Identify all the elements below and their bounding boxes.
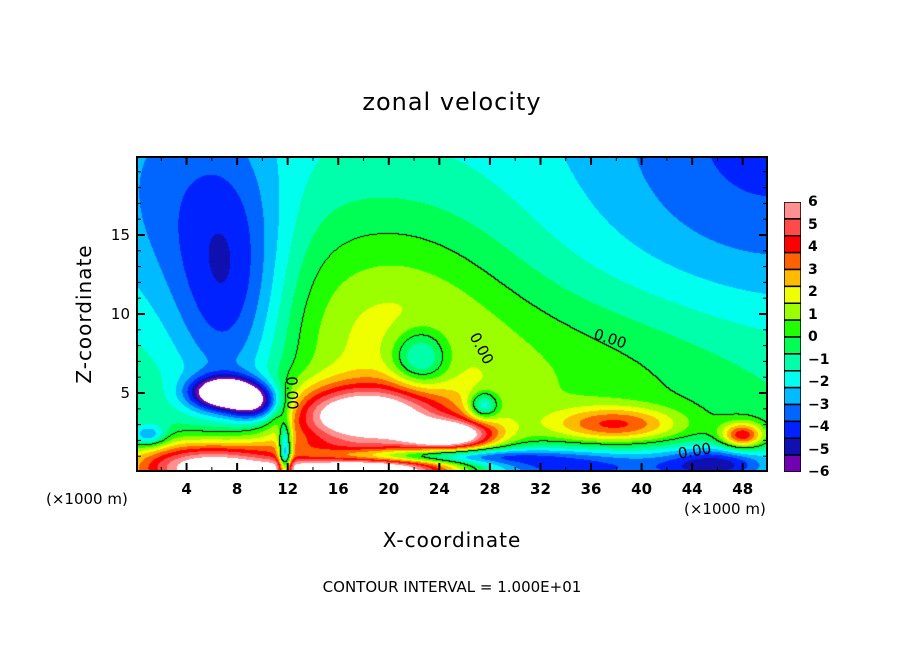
x-tick-label: 8 [231, 480, 243, 498]
x-tick-label: 4 [181, 480, 192, 498]
colorbar-tick-label: 1 [808, 306, 818, 323]
colorbar-tick-label: 0 [808, 329, 818, 345]
colorbar-swatch [784, 370, 801, 389]
colorbar-swatch [784, 437, 801, 456]
colorbar-swatch [784, 403, 801, 423]
x-tick-label: 48 [732, 480, 754, 498]
plot-area: 0.00 0.00 0.00 0.00 [136, 156, 768, 472]
colorbar-tick-label: −4 [808, 419, 830, 435]
colorbar-tick-label: −3 [808, 396, 830, 413]
y-tick-label: 5 [120, 384, 130, 402]
colorbar-swatch [784, 268, 801, 288]
x-tick-label: 28 [479, 480, 501, 498]
colorbar-tick-label: 2 [808, 284, 818, 300]
chart-title: zonal velocity [362, 88, 542, 116]
colorbar-swatch [784, 202, 801, 220]
contour-interval-note: CONTOUR INTERVAL = 1.000E+01 [322, 578, 582, 596]
colorbar-tick-label: 5 [808, 216, 818, 233]
colorbar-tick-label: −5 [808, 441, 830, 458]
x-tick-label: 44 [681, 480, 703, 498]
colorbar-swatch [784, 218, 801, 237]
colorbar-tick-label: −1 [808, 351, 830, 368]
x-tick-label: 32 [530, 480, 551, 498]
x-tick-label: 16 [327, 480, 349, 498]
colorbar-tick-label: 3 [808, 261, 818, 278]
colorbar-swatch [784, 251, 801, 271]
colorbar [784, 202, 801, 472]
colorbar-swatch [784, 454, 801, 472]
colorbar-swatch [784, 285, 801, 304]
colorbar-swatch [784, 302, 801, 321]
y-tick-label: 10 [110, 305, 130, 323]
contour-label: 0.00 [677, 439, 713, 463]
x-tick-label: 24 [428, 480, 450, 498]
y-tick-label: 15 [110, 226, 130, 244]
colorbar-swatch [784, 386, 801, 406]
contour-label: 0.00 [282, 376, 301, 410]
x-unit-label-left: (×1000 m) [46, 490, 128, 508]
y-axis-label: Z-coordinate [72, 244, 96, 384]
contour-field [136, 156, 768, 472]
colorbar-swatch [784, 420, 801, 439]
contour-label: 0.00 [466, 330, 498, 368]
x-tick-label: 20 [378, 480, 400, 498]
colorbar-tick-label: −2 [808, 374, 830, 390]
colorbar-tick-label: 4 [808, 239, 818, 255]
x-unit-label-right: (×1000 m) [684, 500, 766, 518]
colorbar-tick-label: 6 [808, 194, 818, 210]
colorbar-swatch [784, 319, 801, 338]
x-tick-label: 40 [631, 480, 653, 498]
colorbar-swatch [784, 353, 801, 372]
plot-overlay: 0.00 0.00 0.00 0.00 [136, 156, 768, 472]
colorbar-swatch [784, 336, 801, 355]
x-tick-label: 36 [580, 480, 602, 498]
colorbar-tick-label: −6 [808, 464, 830, 480]
contour-label: 0.00 [591, 325, 628, 352]
plot-frame [136, 156, 768, 472]
x-axis-label: X-coordinate [382, 528, 522, 552]
colorbar-swatch [784, 235, 801, 254]
x-tick-label: 12 [277, 480, 299, 498]
